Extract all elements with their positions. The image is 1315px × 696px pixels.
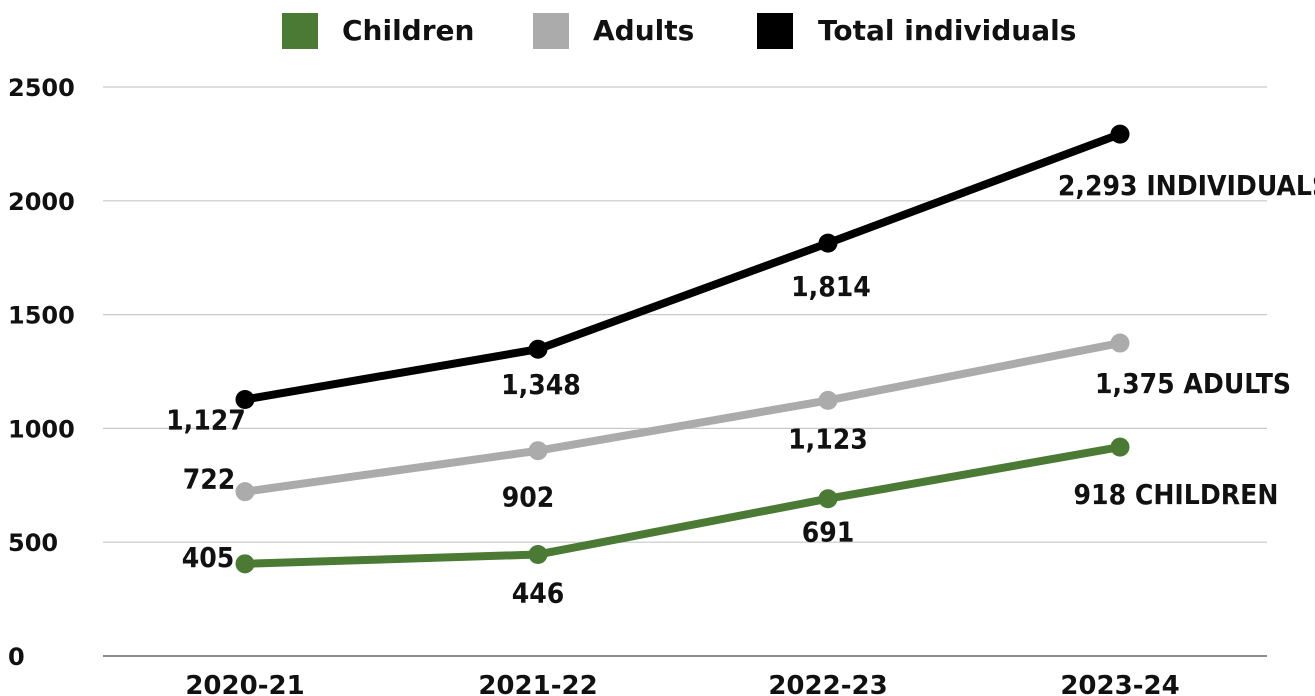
data-point <box>1110 333 1130 353</box>
data-point <box>528 544 548 564</box>
y-tick-label: 1000 <box>8 415 75 443</box>
x-tick-label: 2020-21 <box>185 671 304 696</box>
data-point <box>1110 124 1130 144</box>
data-point <box>818 489 838 509</box>
data-label: 1,127 <box>166 403 246 436</box>
legend-swatch-0 <box>282 13 318 49</box>
y-tick-label: 0 <box>8 643 25 671</box>
series-line-adults <box>241 339 1124 496</box>
data-label: 446 <box>512 576 565 609</box>
data-label: 1,123 <box>788 422 868 455</box>
legend-swatch-2 <box>757 13 793 49</box>
data-label: 918 CHILDREN <box>1074 478 1279 511</box>
y-tick-label: 1500 <box>8 302 75 330</box>
legend-label: Adults <box>593 14 694 47</box>
y-tick-label: 2500 <box>8 74 75 102</box>
data-point <box>235 389 255 409</box>
data-point <box>528 339 548 359</box>
data-label: 405 <box>182 541 235 574</box>
data-label: 691 <box>802 516 855 549</box>
data-label: 1,814 <box>791 270 871 303</box>
data-label: 1,348 <box>501 368 581 401</box>
y-tick-label: 2000 <box>8 188 75 216</box>
data-label: 902 <box>502 481 555 514</box>
data-point <box>818 390 838 410</box>
series-line-children <box>241 443 1124 568</box>
data-point <box>235 554 255 574</box>
data-label: 722 <box>183 463 236 496</box>
data-point <box>1110 437 1130 457</box>
y-tick-label: 500 <box>8 529 58 557</box>
data-point <box>818 233 838 253</box>
legend-swatch-1 <box>533 13 569 49</box>
legend-label: Total individuals <box>818 14 1076 47</box>
x-tick-label: 2021-22 <box>478 671 597 696</box>
data-label: 1,375 ADULTS <box>1095 367 1291 400</box>
legend-label: Children <box>342 14 474 47</box>
x-tick-label: 2022-23 <box>768 671 887 696</box>
series-line-total-individuals <box>241 130 1124 404</box>
data-label: 2,293 INDIVIDUALS <box>1058 169 1315 202</box>
x-tick-label: 2023-24 <box>1060 671 1179 696</box>
data-point <box>235 482 255 502</box>
data-point <box>528 441 548 461</box>
